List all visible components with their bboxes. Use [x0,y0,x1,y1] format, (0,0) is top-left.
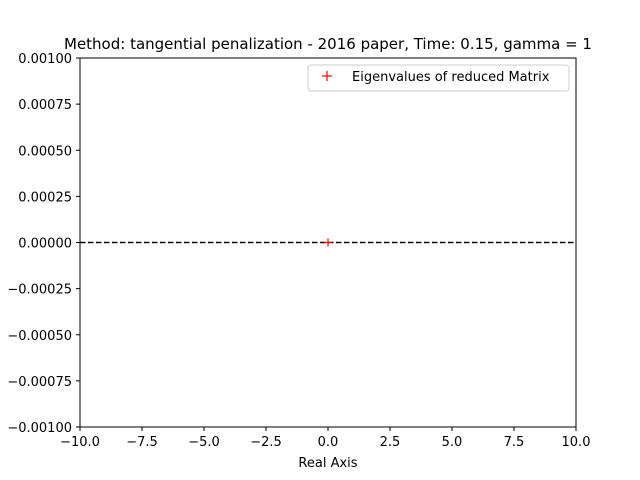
y-tick-label: 0.00050 [18,144,72,159]
y-tick-label: 0.00075 [18,98,72,113]
y-tick-label: 0.00000 [18,237,72,252]
legend-label: Eigenvalues of reduced Matrix [352,70,550,85]
x-tick-label: 10.0 [562,435,591,450]
x-tick-label: −7.5 [126,435,158,450]
chart-title: Method: tangential penalization - 2016 p… [64,35,592,53]
x-tick-label: −5.0 [188,435,220,450]
legend-box [307,64,570,92]
x-tick-label: 0.0 [318,435,339,450]
legend-marker [322,71,332,81]
x-tick-label: 2.5 [380,435,401,450]
x-tick-label: 7.5 [504,435,525,450]
x-axis-label: Real Axis [298,456,357,471]
legend: Eigenvalues of reduced Matrix [307,64,570,92]
x-tick-label: −10.0 [60,435,100,450]
x-tick-label: −2.5 [250,435,282,450]
y-tick-label: −0.00075 [7,375,72,390]
y-tick-label: −0.00050 [7,329,72,344]
y-tick-label: −0.00025 [7,283,72,298]
y-tick-label: 0.00025 [18,190,72,205]
x-tick-label: 5.0 [442,435,463,450]
y-tick-label: 0.00100 [18,52,72,67]
plot-area: −10.0 −7.5 −5.0 −2.5 0.0 2.5 5.0 7.5 10.0 −0.0010… [7,52,590,450]
y-tick-label: −0.00100 [7,421,72,436]
data-point [324,238,332,247]
